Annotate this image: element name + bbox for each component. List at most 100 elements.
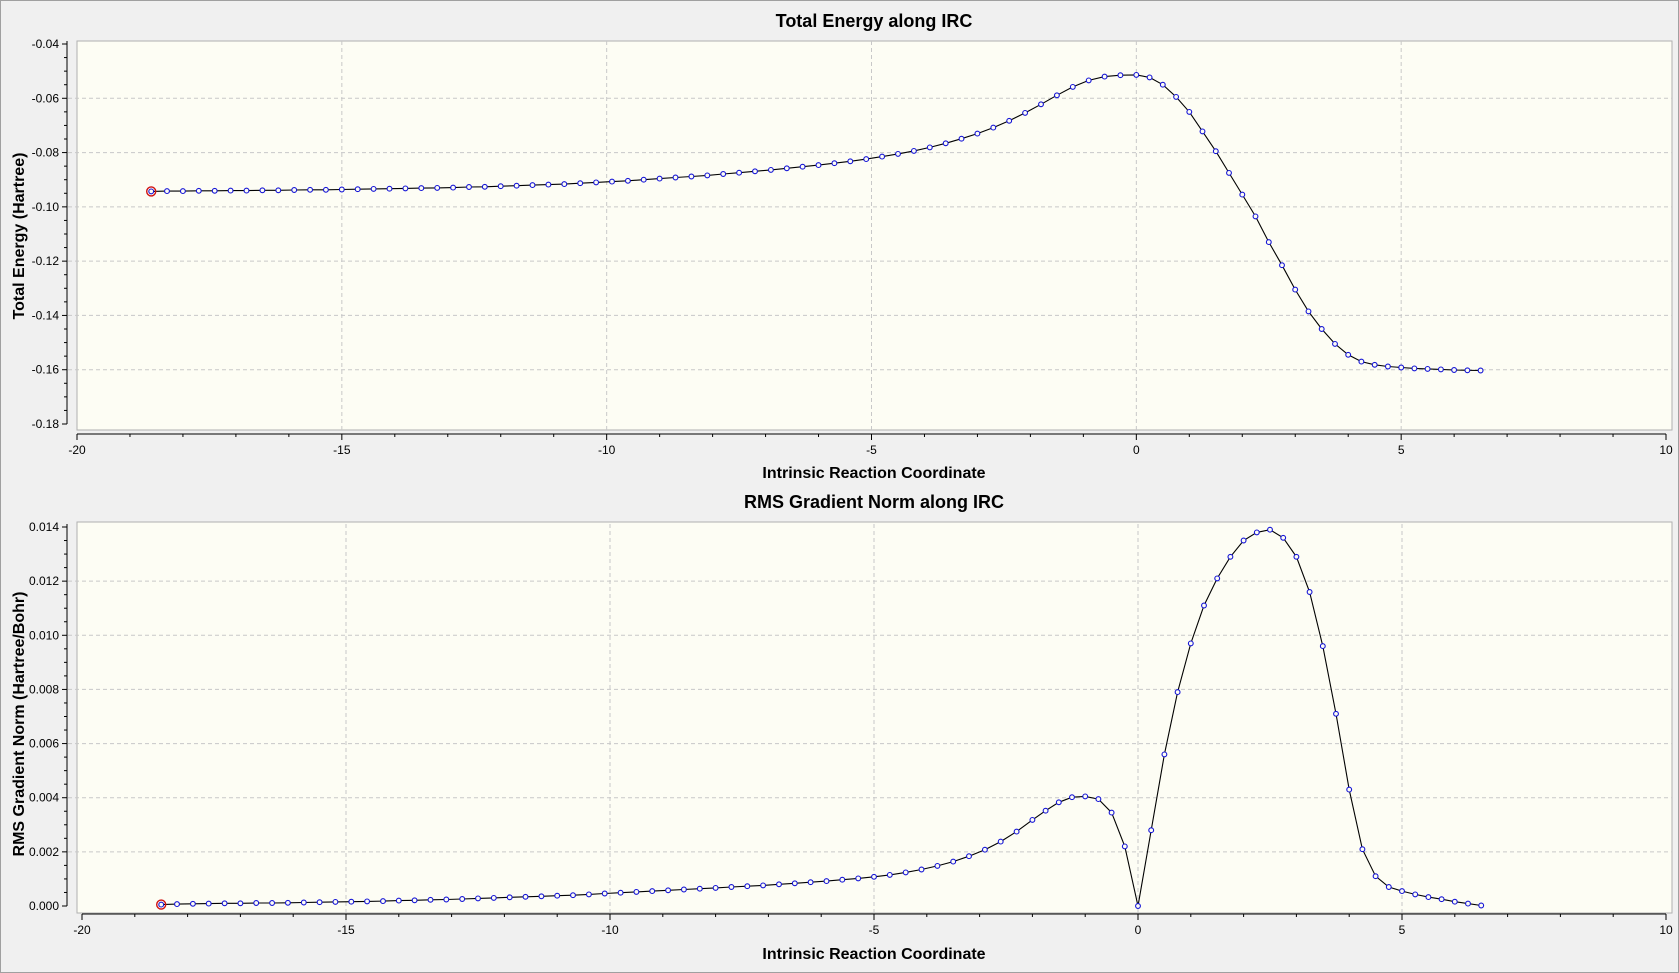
energy-data-point [1279, 262, 1285, 269]
gradient-data-point [538, 893, 545, 900]
gradient-data-point [316, 899, 323, 906]
energy-data-point [624, 177, 631, 184]
gradient-data-point [1148, 827, 1155, 834]
energy-current-point-marker [145, 186, 157, 197]
gradient-data-point [886, 871, 893, 878]
energy-data-point [1424, 365, 1431, 372]
energy-data-point [481, 183, 488, 190]
gradient-data-point [1372, 873, 1379, 880]
energy-data-point [767, 166, 774, 173]
gradient-y-ticks: 0.014 0.012 0.010 0.008 0.006 0.004 0.002 0.000 [29, 520, 67, 913]
energy-data-point [688, 173, 695, 180]
energy-data-point [1451, 367, 1458, 373]
gradient-data-point [411, 897, 418, 904]
energy-data-point [1371, 361, 1378, 368]
energy-data-point [1252, 213, 1259, 220]
gradient-data-point [1451, 898, 1458, 905]
gradient-data-point [1359, 846, 1366, 853]
gradient-x-tick-label: 0 [1135, 923, 1142, 937]
gradient-y-axis-label: RMS Gradient Norm (Hartree/Bohr) [11, 592, 28, 857]
energy-data-point [1384, 363, 1391, 370]
energy-data-point [322, 186, 329, 193]
energy-chart: Total Energy along IRC -0.04-0.06-0.08-0… [11, 11, 1673, 482]
energy-y-tick-label: -0.06 [32, 91, 60, 105]
energy-data-point [879, 153, 886, 160]
gradient-data-point [475, 895, 481, 902]
gradient-data-point [855, 875, 862, 882]
gradient-data-point [1055, 799, 1062, 806]
energy-x-tick-label: -10 [598, 443, 616, 457]
energy-data-point [1006, 117, 1013, 124]
energy-data-point [815, 162, 822, 169]
gradient-chart: RMS Gradient Norm along IRC 0.0140.0120.… [11, 492, 1673, 963]
energy-data-point [704, 172, 711, 179]
energy-x-tick-label: 0 [1133, 443, 1140, 457]
gradient-data-point [1161, 751, 1168, 758]
gradient-data-point [1478, 902, 1485, 909]
gradient-data-point [570, 892, 576, 899]
gradient-data-point [158, 901, 165, 908]
gradient-data-point [1174, 689, 1181, 696]
gradient-y-tick-label: 0.010 [29, 628, 59, 642]
energy-data-point [752, 168, 758, 175]
energy-data-point [1358, 358, 1365, 365]
gradient-data-point [966, 853, 972, 860]
energy-data-point [863, 156, 870, 163]
gradient-data-point [300, 899, 307, 906]
energy-data-point [1212, 148, 1219, 155]
energy-data-point [1117, 72, 1124, 79]
gradient-data-point [1013, 828, 1020, 835]
energy-data-point [529, 182, 536, 189]
energy-data-point [593, 179, 600, 186]
gradient-data-point [221, 900, 228, 907]
energy-chart-title: Total Energy along IRC [776, 11, 973, 31]
gradient-data-point [554, 892, 561, 899]
gradient-grid [68, 524, 1672, 913]
energy-x-tick-label: -15 [333, 443, 351, 457]
energy-data-point [1133, 71, 1140, 78]
gradient-data-point [934, 862, 941, 869]
energy-data-point [338, 186, 345, 193]
gradient-data-point [1121, 843, 1128, 850]
energy-y-axis-label: Total Energy (Hartree) [11, 153, 28, 320]
energy-y-tick-label: -0.18 [32, 417, 60, 431]
gradient-y-tick-label: 0.006 [29, 737, 59, 751]
energy-data-point [910, 147, 917, 154]
energy-data-point [1265, 239, 1272, 246]
energy-data-point [1239, 191, 1246, 198]
gradient-data-point [1214, 575, 1221, 582]
gradient-data-point [871, 873, 877, 880]
gradient-data-point [728, 884, 735, 890]
energy-data-point [307, 186, 314, 193]
gradient-data-point [744, 883, 751, 890]
gradient-data-point [1187, 640, 1194, 647]
energy-data-point [195, 187, 202, 194]
gradient-x-tick-label: -10 [601, 923, 619, 937]
gradient-x-ticks: -20 -15 -10 -5 0 5 10 [73, 914, 1673, 937]
gradient-data-point [617, 889, 624, 896]
gradient-data-point [284, 899, 291, 906]
gradient-data-point [427, 896, 434, 903]
energy-plot-area [76, 40, 1673, 431]
gradient-data-point [1425, 894, 1432, 901]
energy-data-point [609, 178, 615, 185]
gradient-data-point [918, 866, 925, 873]
gradient-data-point [364, 898, 371, 905]
energy-data-point [561, 181, 568, 188]
gradient-data-point [332, 898, 339, 905]
gradient-x-axis-label: Intrinsic Reaction Coordinate [762, 946, 985, 963]
gradient-x-tick-label: 10 [1659, 923, 1673, 937]
energy-data-point [148, 188, 155, 195]
gradient-data-point [1069, 794, 1075, 801]
energy-data-point [164, 188, 170, 195]
energy-data-point [402, 185, 409, 192]
energy-data-point [466, 184, 472, 190]
energy-data-point [1318, 326, 1325, 332]
energy-data-point [1146, 74, 1153, 81]
gradient-data-point [776, 881, 782, 888]
gradient-data-point [1267, 526, 1273, 533]
energy-y-tick-label: -0.12 [32, 254, 60, 268]
energy-data-point [640, 176, 647, 183]
gradient-data-point [443, 896, 450, 903]
gradient-chart-title: RMS Gradient Norm along IRC [744, 492, 1004, 512]
